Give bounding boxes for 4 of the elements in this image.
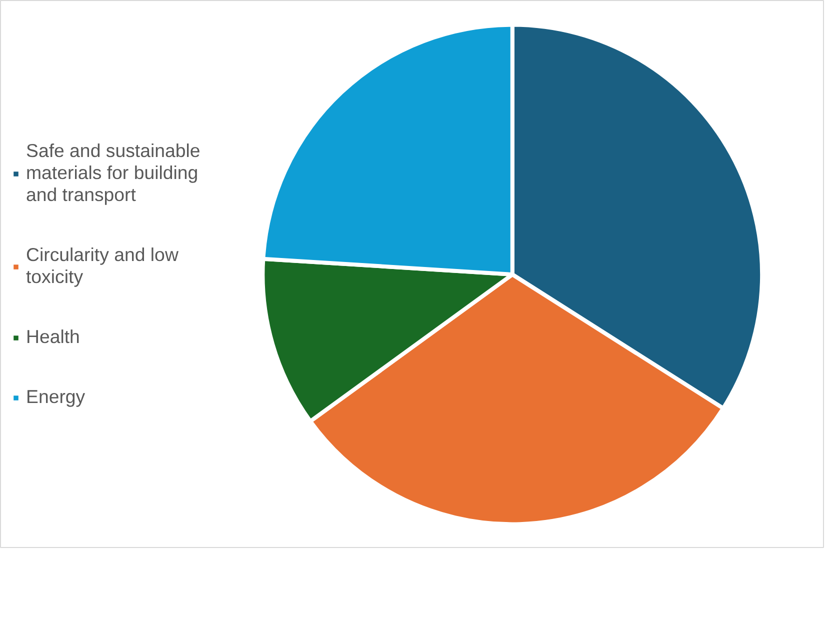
- legend-label: Safe and sustainable materials for building and transport: [26, 140, 200, 206]
- legend-label: Circularity and low toxicity: [26, 244, 178, 288]
- legend-label: Energy: [26, 386, 86, 408]
- legend-label: Health: [26, 326, 80, 348]
